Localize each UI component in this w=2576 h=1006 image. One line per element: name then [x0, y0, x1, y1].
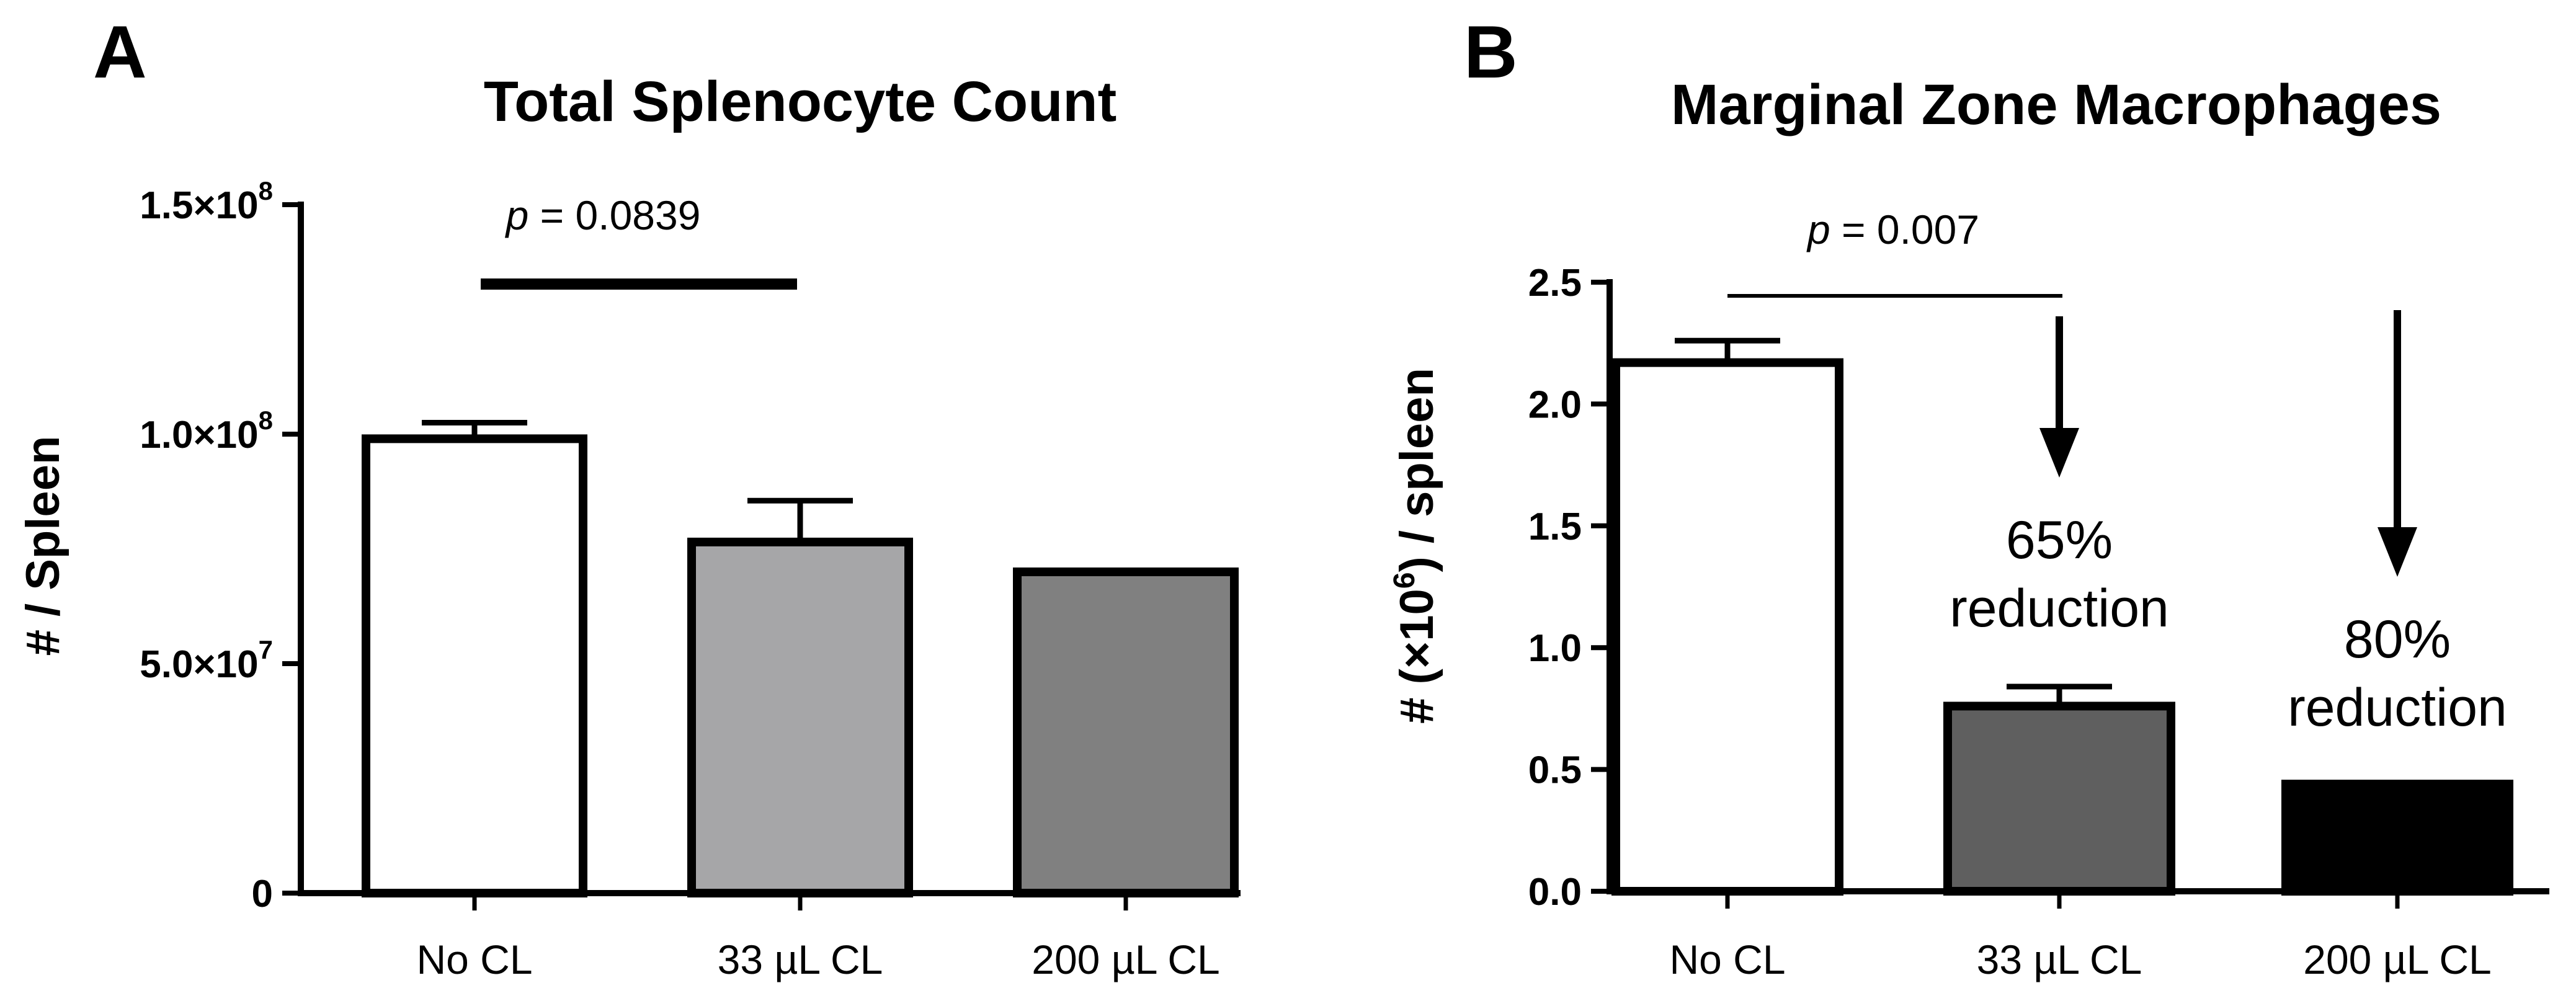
panel-b-error-bars [1675, 337, 2112, 706]
panel-a-y-tick-exponent: 8 [259, 406, 273, 435]
panel-a-bar [362, 434, 587, 897]
panel-b-p-symbol: p [1806, 207, 1830, 252]
reduction-arrow-icon [2378, 527, 2417, 577]
panel-b-y-axis-label-prefix: # (×10 [1391, 589, 1443, 724]
panel-b-y-tick-label: 1.0 [1528, 627, 1582, 670]
panel-b-y-axis-label-suffix: ) / spleen [1391, 368, 1443, 572]
panel-b-y-tick-label: 0.0 [1528, 871, 1582, 914]
panel-b-p-value: p = 0.007 [1806, 207, 1979, 252]
panel-a-y-tick-exponent: 8 [259, 176, 273, 205]
panel-a-y-tick-label: 1.5×108 [140, 176, 273, 227]
panel-a-p-symbol: p [505, 192, 529, 238]
panel-a-bar [687, 537, 913, 897]
panel-b-significance: p = 0.007 [1727, 207, 2062, 298]
panel-b-bar [2281, 780, 2513, 896]
panel-b-category-label: 200 µL CL [2303, 937, 2491, 982]
panel-a-y-tick-label: 0 [252, 873, 273, 915]
reduction-percent: 80% [2344, 610, 2451, 669]
panel-a-y-axis-label: # / Spleen [17, 436, 69, 656]
panel-a-category-label: 200 µL CL [1032, 937, 1219, 982]
reduction-arrow-icon [2039, 428, 2079, 478]
panel-a-y-tick-label: 1.0×108 [140, 406, 273, 456]
panel-b-bars [1611, 358, 2513, 896]
panel-b-bar [1943, 701, 2175, 896]
panel-a-y-tick-base: 1.5×10 [140, 184, 258, 227]
reduction-label: reduction [1950, 579, 2169, 638]
reduction-percent: 65% [2006, 510, 2113, 570]
panel-a-significance: p = 0.0839 [481, 192, 797, 290]
panel-a-y-tick-exponent: 7 [259, 635, 273, 664]
panel-b-p-number: = 0.007 [1830, 207, 1979, 252]
panel-a-p-value: p = 0.0839 [505, 192, 701, 238]
panel-b-y-tick-label: 2.5 [1528, 262, 1582, 305]
panel-a-y-tick-label: 5.0×107 [140, 635, 273, 686]
panel-b-bar [1611, 358, 1843, 896]
panel-a-bar [1013, 568, 1239, 897]
panel-a-title: Total Splenocyte Count [484, 70, 1117, 133]
panel-a-y-tick-base: 1.0×10 [140, 414, 258, 456]
panel-b-x-ticks: No CL 33 µL CL 200 µL CL [1669, 891, 2492, 982]
panel-b-label: B [1464, 11, 1518, 94]
panel-b-category-label: No CL [1669, 937, 1785, 982]
panel-a-y-tick-base: 0 [252, 873, 273, 915]
panel-a-error-bars [422, 420, 853, 542]
panel-a-category-label: 33 µL CL [718, 937, 883, 982]
panel-a-y-tick-base: 5.0×10 [140, 643, 258, 686]
panel-b-title: Marginal Zone Macrophages [1671, 73, 2441, 136]
panel-b-y-axis-label: # (×106) / spleen [1388, 368, 1443, 724]
panel-a-label: A [93, 11, 147, 94]
panel-a: A Total Splenocyte Count # / Spleen 0 5.0… [17, 11, 1241, 982]
panel-a-category-label: No CL [416, 937, 532, 982]
panel-a-x-ticks: No CL 33 µL CL 200 µL CL [416, 893, 1220, 982]
panel-b-y-tick-label: 0.5 [1528, 749, 1582, 792]
panel-a-p-number: = 0.0839 [528, 192, 700, 238]
panel-b-y-tick-label: 1.5 [1528, 505, 1582, 548]
panel-b-category-label: 33 µL CL [1977, 937, 2142, 982]
panel-b-y-ticks: 0.0 0.5 1.0 1.5 2.0 2.5 [1528, 262, 1610, 914]
panel-b-annotations: 65% reduction 80% reduction [1950, 310, 2507, 737]
reduction-label: reduction [2288, 678, 2507, 737]
panel-b-y-tick-label: 2.0 [1528, 383, 1582, 426]
panel-b: B Marginal Zone Macrophages # (×106) / s… [1388, 11, 2549, 982]
panel-b-y-axis-label-exponent: 6 [1388, 572, 1421, 589]
